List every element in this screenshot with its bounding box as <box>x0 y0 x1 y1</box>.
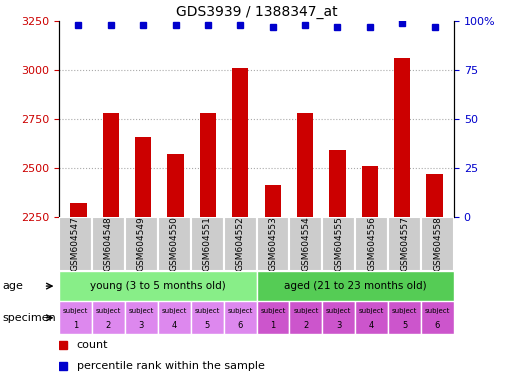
Text: 6: 6 <box>238 321 243 330</box>
Text: percentile rank within the sample: percentile rank within the sample <box>77 361 265 371</box>
Bar <box>167 154 184 217</box>
Text: subject: subject <box>96 308 121 314</box>
Text: GSM604558: GSM604558 <box>433 217 442 271</box>
Bar <box>256 271 454 301</box>
Text: GSM604557: GSM604557 <box>400 217 409 271</box>
Bar <box>200 113 216 217</box>
Bar <box>297 113 313 217</box>
Text: aged (21 to 23 months old): aged (21 to 23 months old) <box>284 281 427 291</box>
Text: 2: 2 <box>303 321 308 330</box>
Text: subject: subject <box>194 308 220 314</box>
Text: 4: 4 <box>369 321 374 330</box>
Text: age: age <box>3 281 24 291</box>
Text: GSM604553: GSM604553 <box>268 217 278 271</box>
Text: GSM604551: GSM604551 <box>203 217 212 271</box>
Title: GDS3939 / 1388347_at: GDS3939 / 1388347_at <box>175 5 338 19</box>
Text: young (3 to 5 months old): young (3 to 5 months old) <box>90 281 226 291</box>
Text: 2: 2 <box>106 321 111 330</box>
Bar <box>191 217 224 271</box>
Text: subject: subject <box>260 308 286 314</box>
Text: subject: subject <box>129 308 154 314</box>
Bar <box>158 217 191 271</box>
Text: GSM604548: GSM604548 <box>104 217 113 271</box>
Bar <box>355 217 388 271</box>
Bar <box>103 113 119 217</box>
Text: subject: subject <box>63 308 88 314</box>
Bar <box>421 301 454 334</box>
Bar <box>289 217 322 271</box>
Text: 3: 3 <box>139 321 144 330</box>
Text: 1: 1 <box>270 321 275 330</box>
Text: GSM604554: GSM604554 <box>301 217 310 271</box>
Text: GSM604555: GSM604555 <box>334 217 343 271</box>
Bar <box>362 166 378 217</box>
Bar <box>388 301 421 334</box>
Bar <box>191 301 224 334</box>
Bar <box>329 151 346 217</box>
Bar <box>224 217 256 271</box>
Bar <box>265 185 281 217</box>
Text: GSM604549: GSM604549 <box>137 217 146 271</box>
Text: 4: 4 <box>171 321 177 330</box>
Bar <box>355 301 388 334</box>
Bar <box>388 217 421 271</box>
Text: 6: 6 <box>435 321 440 330</box>
Text: GSM604552: GSM604552 <box>235 217 245 271</box>
Text: subject: subject <box>162 308 187 314</box>
Bar <box>426 174 443 217</box>
Bar <box>125 301 158 334</box>
Text: 3: 3 <box>336 321 342 330</box>
Text: count: count <box>77 339 108 350</box>
Text: subject: subject <box>293 308 319 314</box>
Bar <box>322 301 355 334</box>
Text: subject: subject <box>425 308 450 314</box>
Text: GSM604547: GSM604547 <box>71 217 80 271</box>
Text: 5: 5 <box>205 321 210 330</box>
Text: specimen: specimen <box>3 313 56 323</box>
Text: subject: subject <box>227 308 253 314</box>
Bar <box>59 271 256 301</box>
Text: GSM604556: GSM604556 <box>367 217 376 271</box>
Bar <box>289 301 322 334</box>
Text: 1: 1 <box>73 321 78 330</box>
Text: 5: 5 <box>402 321 407 330</box>
Text: subject: subject <box>326 308 351 314</box>
Text: subject: subject <box>392 308 417 314</box>
Bar <box>59 217 92 271</box>
Bar <box>125 217 158 271</box>
Bar <box>158 301 191 334</box>
Bar <box>224 301 256 334</box>
Bar <box>92 217 125 271</box>
Bar <box>256 217 289 271</box>
Bar <box>322 217 355 271</box>
Bar <box>256 301 289 334</box>
Bar <box>70 203 87 217</box>
Text: GSM604550: GSM604550 <box>170 217 179 271</box>
Bar <box>394 58 410 217</box>
Bar <box>59 301 92 334</box>
Text: subject: subject <box>359 308 384 314</box>
Bar <box>135 137 151 217</box>
Bar <box>92 301 125 334</box>
Bar <box>421 217 454 271</box>
Bar <box>232 68 248 217</box>
